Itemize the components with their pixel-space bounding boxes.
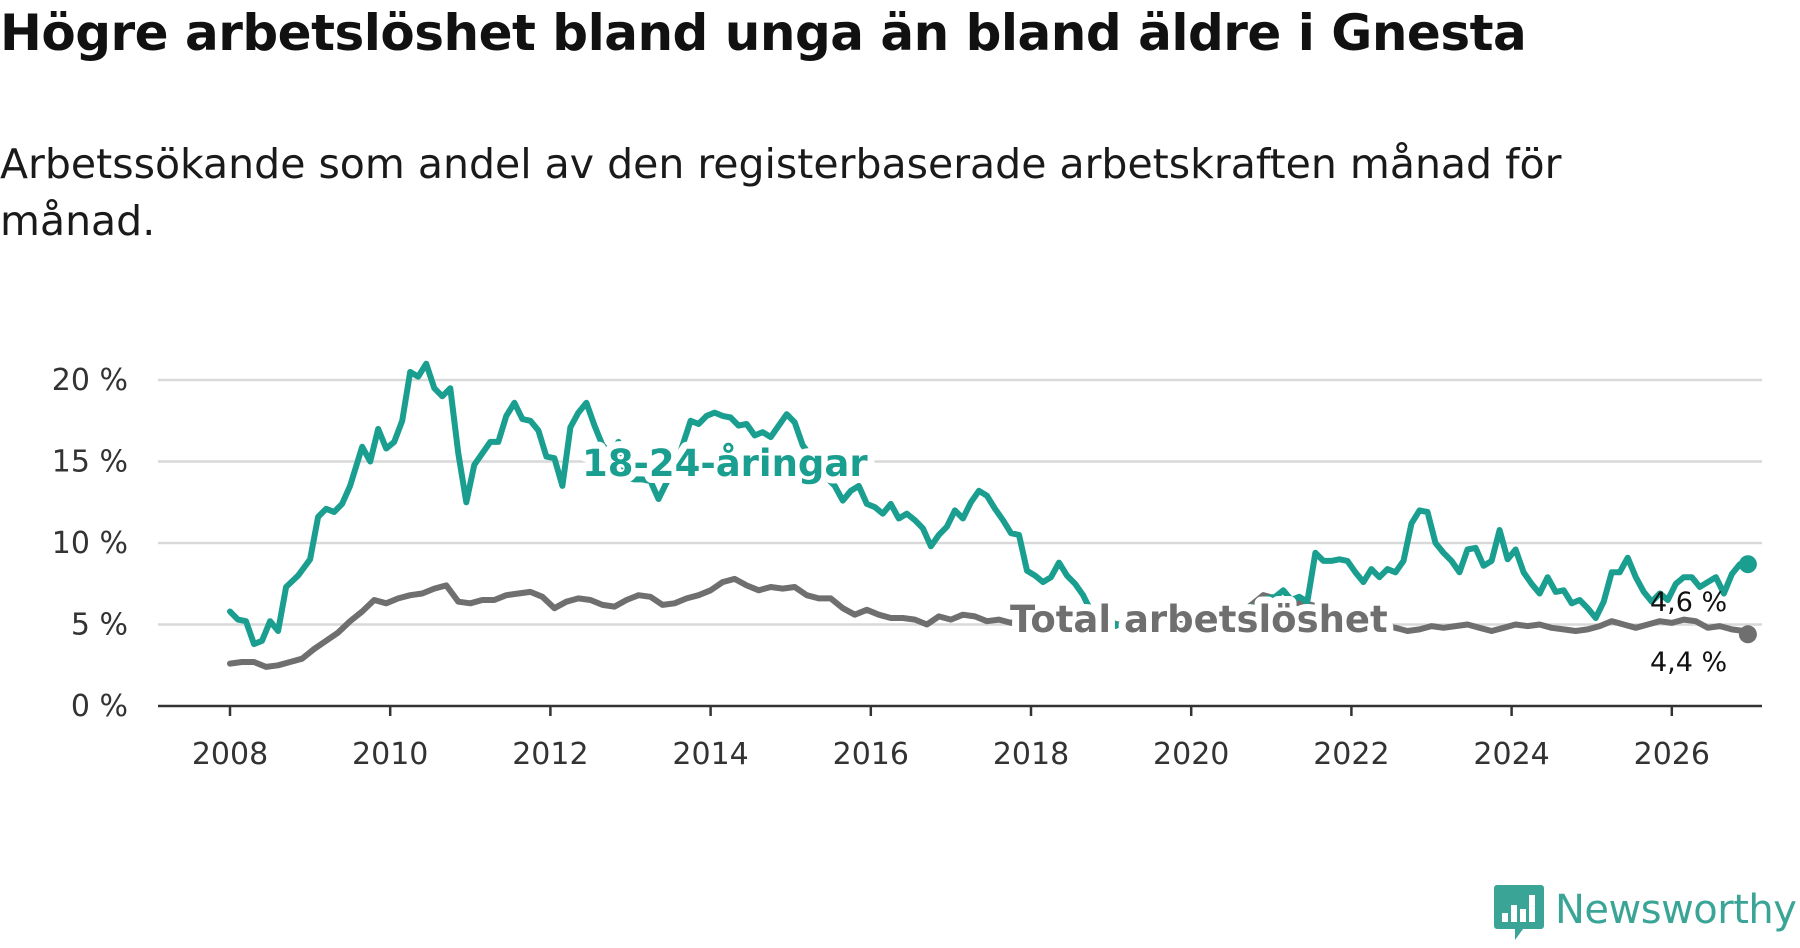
y-tick-label: 0 % bbox=[71, 689, 128, 724]
x-tick-label: 2018 bbox=[993, 737, 1069, 772]
series-line-total bbox=[227, 575, 1751, 670]
series-label-total-text: Total arbetslöshet bbox=[1010, 598, 1388, 641]
series-label-youth-halo: 18-24-åringar bbox=[582, 442, 868, 485]
series-end-point bbox=[1738, 625, 1757, 644]
chart-subtitle: Arbetssökande som andel av den registerb… bbox=[0, 140, 1562, 245]
y-tick-label: 5 % bbox=[71, 608, 128, 643]
chart-title: Högre arbetslöshet bland unga än bland ä… bbox=[0, 4, 1527, 62]
series-line-youth bbox=[227, 360, 1751, 648]
series-end-point bbox=[1738, 555, 1757, 574]
x-tick-label: 2020 bbox=[1153, 737, 1229, 772]
series-lines bbox=[227, 360, 1757, 670]
x-tick-label: 2026 bbox=[1634, 737, 1710, 772]
x-tick-label: 2024 bbox=[1473, 737, 1549, 772]
series-label-youth-text: 18-24-åringar bbox=[582, 442, 868, 485]
x-axis-ticks: 2008 2010 2012 2014 2016 2018 2020 2022 2024 2026 bbox=[158, 704, 1762, 772]
series-label-total-halo: Total arbetslöshet bbox=[1010, 598, 1388, 641]
x-tick-label: 2012 bbox=[512, 737, 588, 772]
x-tick-label: 2010 bbox=[352, 737, 428, 772]
end-label-total: 4,4 % bbox=[1650, 647, 1727, 678]
y-tick-label: 20 % bbox=[52, 363, 128, 398]
end-label-youth: 4,6 % bbox=[1650, 587, 1727, 618]
y-tick-label: 15 % bbox=[52, 445, 128, 480]
bar-chart-speech-icon bbox=[1494, 885, 1544, 940]
brand-name: Newsworthy bbox=[1555, 887, 1797, 933]
y-tick-label: 10 % bbox=[52, 526, 128, 561]
x-tick-label: 2016 bbox=[833, 737, 909, 772]
newsworthy-logo: Newsworthy bbox=[1493, 883, 1797, 943]
x-tick-label: 2014 bbox=[672, 737, 748, 772]
x-tick-label: 2008 bbox=[192, 737, 268, 772]
x-tick-label: 2022 bbox=[1313, 737, 1389, 772]
y-axis-ticks: 0 % 5 % 10 % 15 % 20 % bbox=[52, 363, 128, 724]
gridlines bbox=[158, 378, 1762, 626]
